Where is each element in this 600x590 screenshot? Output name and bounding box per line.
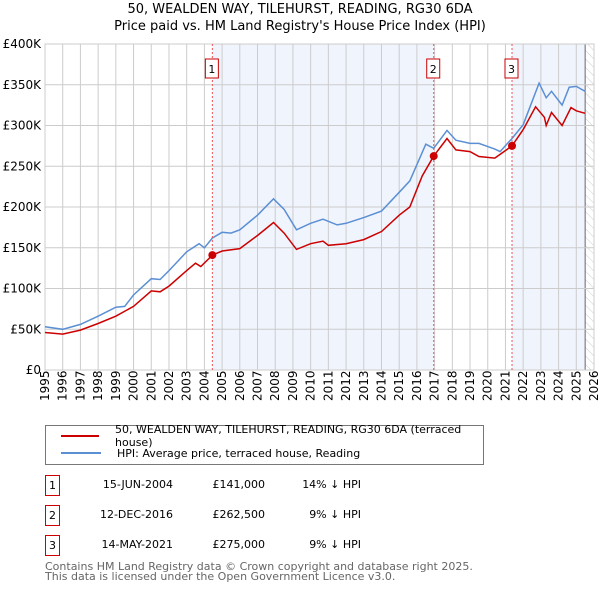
transaction-price: £262,500	[212, 508, 266, 521]
x-tick-label: 2001	[144, 370, 158, 401]
x-tick-label: 2008	[268, 370, 282, 401]
transaction-date: 14-MAY-2021	[101, 538, 173, 551]
footer-copyright: Contains HM Land Registry data © Crown c…	[45, 560, 473, 573]
x-tick-label: 2023	[534, 370, 548, 401]
sale-badge	[426, 58, 441, 79]
legend-label: 50, WEALDEN WAY, TILEHURST, READING, RG3…	[115, 423, 462, 449]
legend-item-hpi: HPI: Average price, terraced house, Read…	[61, 446, 360, 460]
plot-border	[44, 43, 595, 371]
x-tick-label: 2013	[357, 370, 371, 401]
sale-badge	[504, 58, 519, 79]
x-tick-label: 2005	[215, 370, 229, 401]
x-tick-label: 2024	[552, 370, 566, 401]
transaction-hpi-delta: 9% ↓ HPI	[309, 538, 361, 551]
y-tick-label: £200K	[3, 200, 43, 214]
y-tick-label: £300K	[3, 119, 43, 133]
hpi-line	[44, 81, 586, 331]
x-tick-label: 2004	[197, 370, 211, 401]
chart-title: 50, WEALDEN WAY, TILEHURST, READING, RG3…	[127, 2, 473, 17]
legend-blue-line	[61, 452, 101, 454]
x-tick-label: 2021	[498, 370, 512, 401]
x-tick-label: 2020	[481, 370, 495, 401]
legend-label: HPI: Average price, terraced house, Read…	[117, 446, 361, 460]
transaction-row: 2 12-DEC-2016 £262,500 9% ↓ HPI	[45, 505, 445, 526]
x-tick-label: 2026	[587, 370, 600, 401]
transaction-badge: 3	[45, 535, 60, 556]
chart-subtitle: Price paid vs. HM Land Registry's House …	[114, 19, 486, 34]
x-tick-label: 2019	[463, 370, 477, 401]
transaction-hpi-delta: 9% ↓ HPI	[309, 508, 361, 521]
x-tick-label: 2022	[516, 370, 530, 401]
x-tick-label: 2009	[286, 370, 300, 401]
transaction-date: 12-DEC-2016	[99, 508, 173, 521]
y-tick-label: £150K	[3, 241, 43, 255]
x-tick-label: 2016	[410, 370, 424, 401]
x-tick-label: 2017	[428, 370, 442, 401]
x-tick-label: 1995	[38, 370, 52, 401]
transaction-date: 15-JUN-2004	[102, 478, 173, 491]
x-tick-label: 2010	[304, 370, 318, 401]
x-tick-label: 1999	[109, 370, 123, 401]
x-tick-label: 2025	[569, 370, 583, 401]
x-tick-label: 2000	[127, 370, 141, 401]
y-tick-label: £400K	[3, 37, 43, 51]
x-tick-label: 2007	[251, 370, 265, 401]
x-tick-label: 1998	[91, 370, 105, 401]
x-tick-label: 2015	[392, 370, 406, 401]
x-tick-label: 2006	[233, 370, 247, 401]
footer-licence: This data is licensed under the Open Gov…	[45, 570, 396, 583]
transaction-badge: 1	[45, 475, 60, 496]
transaction-row: 3 14-MAY-2021 £275,000 9% ↓ HPI	[45, 535, 445, 556]
y-tick-label: £250K	[3, 159, 43, 173]
sale-point	[429, 152, 438, 161]
x-tick-label: 2014	[374, 370, 388, 401]
sale-point	[208, 251, 217, 260]
sale-point	[508, 141, 517, 150]
price-paid-line	[44, 105, 586, 335]
sale-badge	[204, 58, 219, 79]
y-tick-label: £100K	[3, 282, 43, 296]
x-tick-label: 2011	[321, 370, 335, 401]
transaction-price: £275,000	[212, 538, 266, 551]
legend-item-property: 50, WEALDEN WAY, TILEHURST, READING, RG3…	[61, 423, 483, 449]
transaction-badge: 2	[45, 505, 60, 526]
x-tick-label: 1996	[56, 370, 70, 401]
transaction-price: £141,000	[212, 478, 266, 491]
chart-legend: 50, WEALDEN WAY, TILEHURST, READING, RG3…	[45, 423, 484, 465]
legend-red-line	[61, 435, 100, 437]
transaction-hpi-delta: 14% ↓ HPI	[302, 478, 361, 491]
y-tick-label: £350K	[3, 78, 43, 92]
x-tick-label: 2002	[162, 370, 176, 401]
transaction-row: 1 15-JUN-2004 £141,000 14% ↓ HPI	[45, 475, 445, 496]
x-tick-label: 2012	[339, 370, 353, 401]
x-tick-label: 1997	[73, 370, 87, 401]
sale-badge-label: 1	[208, 63, 215, 76]
sale-badge-label: 2	[430, 63, 437, 76]
footer: Contains HM Land Registry data © Crown c…	[45, 560, 473, 583]
x-tick-label: 2003	[180, 370, 194, 401]
x-tick-label: 2018	[445, 370, 459, 401]
y-tick-label: £0	[26, 363, 41, 377]
sale-badge-label: 3	[508, 63, 515, 76]
y-tick-label: £50K	[10, 322, 42, 336]
